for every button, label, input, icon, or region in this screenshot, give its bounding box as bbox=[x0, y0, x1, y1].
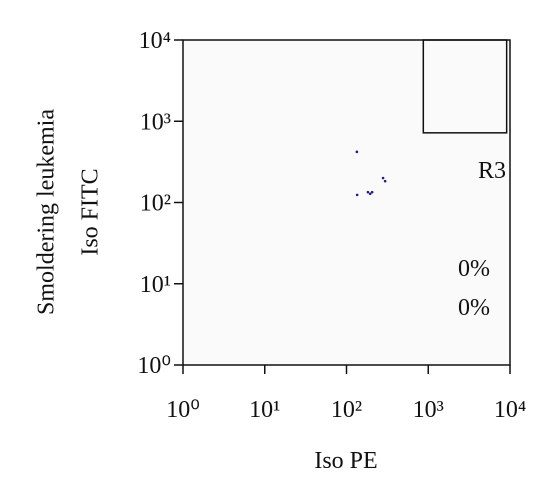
y-tick-label: 10² bbox=[140, 191, 171, 217]
plot-frame bbox=[182, 39, 511, 366]
point bbox=[368, 192, 372, 196]
point bbox=[381, 176, 385, 180]
x-tick-label: 10³ bbox=[413, 397, 444, 423]
annotation: 0% bbox=[458, 256, 490, 282]
y-tick-label: 10⁰ bbox=[137, 353, 171, 379]
x-tick-label: 10⁰ bbox=[166, 397, 200, 423]
y-tick-label: 10⁴ bbox=[139, 28, 171, 54]
x-title: Iso PE bbox=[314, 448, 377, 474]
point bbox=[355, 150, 359, 154]
x-tick-label: 10¹ bbox=[249, 397, 280, 423]
y-title: Smoldering leukemia bbox=[34, 109, 60, 315]
x-tick-label: 10⁴ bbox=[494, 397, 526, 423]
annotation: 0% bbox=[458, 295, 490, 321]
gate bbox=[422, 39, 508, 134]
point bbox=[355, 193, 359, 197]
point bbox=[366, 190, 370, 194]
y-tick-label: 10¹ bbox=[140, 272, 171, 298]
y-title: Iso FITC bbox=[78, 168, 104, 255]
x-tick-label: 10² bbox=[331, 397, 362, 423]
y-tick-label: 10³ bbox=[140, 109, 171, 135]
gate-label: R3 bbox=[478, 158, 506, 184]
point bbox=[383, 179, 387, 183]
point bbox=[370, 190, 374, 194]
